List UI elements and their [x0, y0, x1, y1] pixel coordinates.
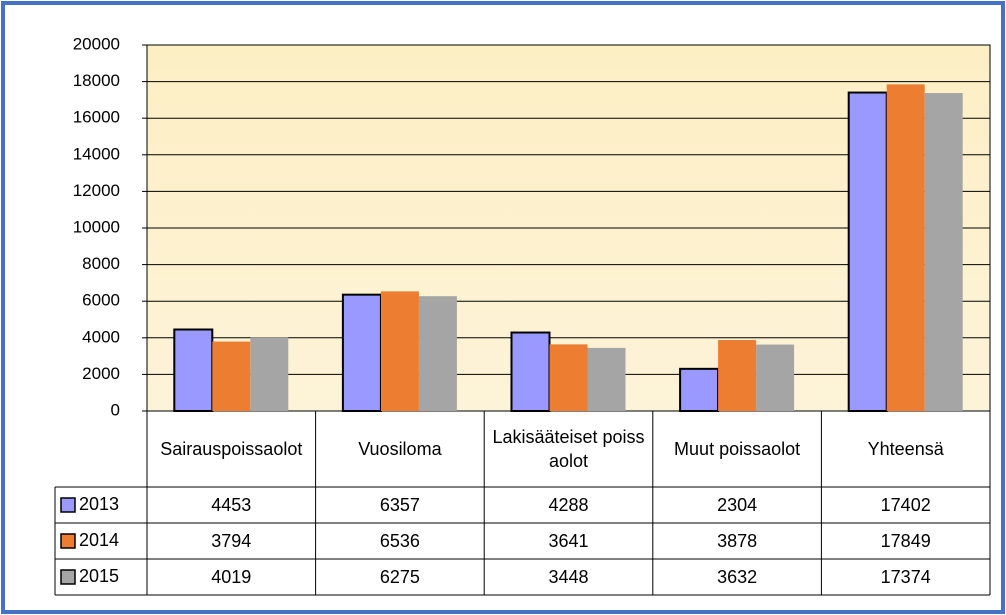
table-value: 3641 — [548, 531, 589, 551]
category-label: Vuosiloma — [358, 439, 442, 459]
y-tick-label: 18000 — [73, 71, 120, 90]
table-value: 4288 — [548, 495, 589, 515]
legend-label: 2013 — [79, 494, 119, 514]
bar — [380, 291, 419, 411]
legend-key — [60, 569, 76, 585]
y-tick-label: 8000 — [82, 254, 120, 273]
table-value: 6275 — [379, 567, 420, 587]
category-label: Lakisääteiset poissaolot — [492, 427, 645, 471]
table-value: 6536 — [379, 531, 420, 551]
bar — [549, 344, 588, 411]
category-label: Yhteensä — [867, 439, 944, 459]
bar — [679, 367, 720, 412]
bar — [847, 91, 888, 413]
bar — [212, 341, 251, 411]
table-value: 3878 — [717, 531, 758, 551]
table-value: 3632 — [717, 567, 758, 587]
bar — [886, 84, 925, 412]
table-value: 2304 — [717, 495, 758, 515]
y-tick-label: 14000 — [73, 144, 120, 163]
table-value: 3448 — [548, 567, 589, 587]
y-tick-label: 6000 — [82, 291, 120, 310]
y-tick-label: 16000 — [73, 108, 120, 127]
bar — [341, 293, 382, 412]
legend-label: 2014 — [79, 530, 119, 550]
y-tick-label: 0 — [111, 400, 120, 419]
bar — [756, 344, 795, 411]
y-tick-label: 12000 — [73, 181, 120, 200]
legend-label: 2015 — [79, 566, 119, 586]
bar — [587, 347, 626, 411]
table-value: 17374 — [880, 567, 931, 587]
bar — [173, 328, 214, 412]
y-tick-label: 2000 — [82, 364, 120, 383]
category-label: Muut poissaolot — [674, 439, 801, 459]
legend-key — [60, 497, 76, 513]
table-value: 17402 — [880, 495, 931, 515]
y-tick-label: 20000 — [73, 34, 120, 53]
table-value: 6357 — [379, 495, 420, 515]
table-value: 4453 — [211, 495, 252, 515]
bar — [418, 296, 457, 411]
table-value: 17849 — [880, 531, 931, 551]
bar — [250, 337, 289, 411]
y-tick-label: 4000 — [82, 327, 120, 346]
bar — [718, 340, 757, 411]
bar — [924, 93, 963, 412]
y-tick-label: 10000 — [73, 217, 120, 236]
table-value: 3794 — [211, 531, 252, 551]
table-value: 4019 — [211, 567, 252, 587]
category-label: Sairauspoissaolot — [160, 439, 303, 459]
bar — [510, 331, 551, 412]
legend-key — [60, 533, 76, 549]
